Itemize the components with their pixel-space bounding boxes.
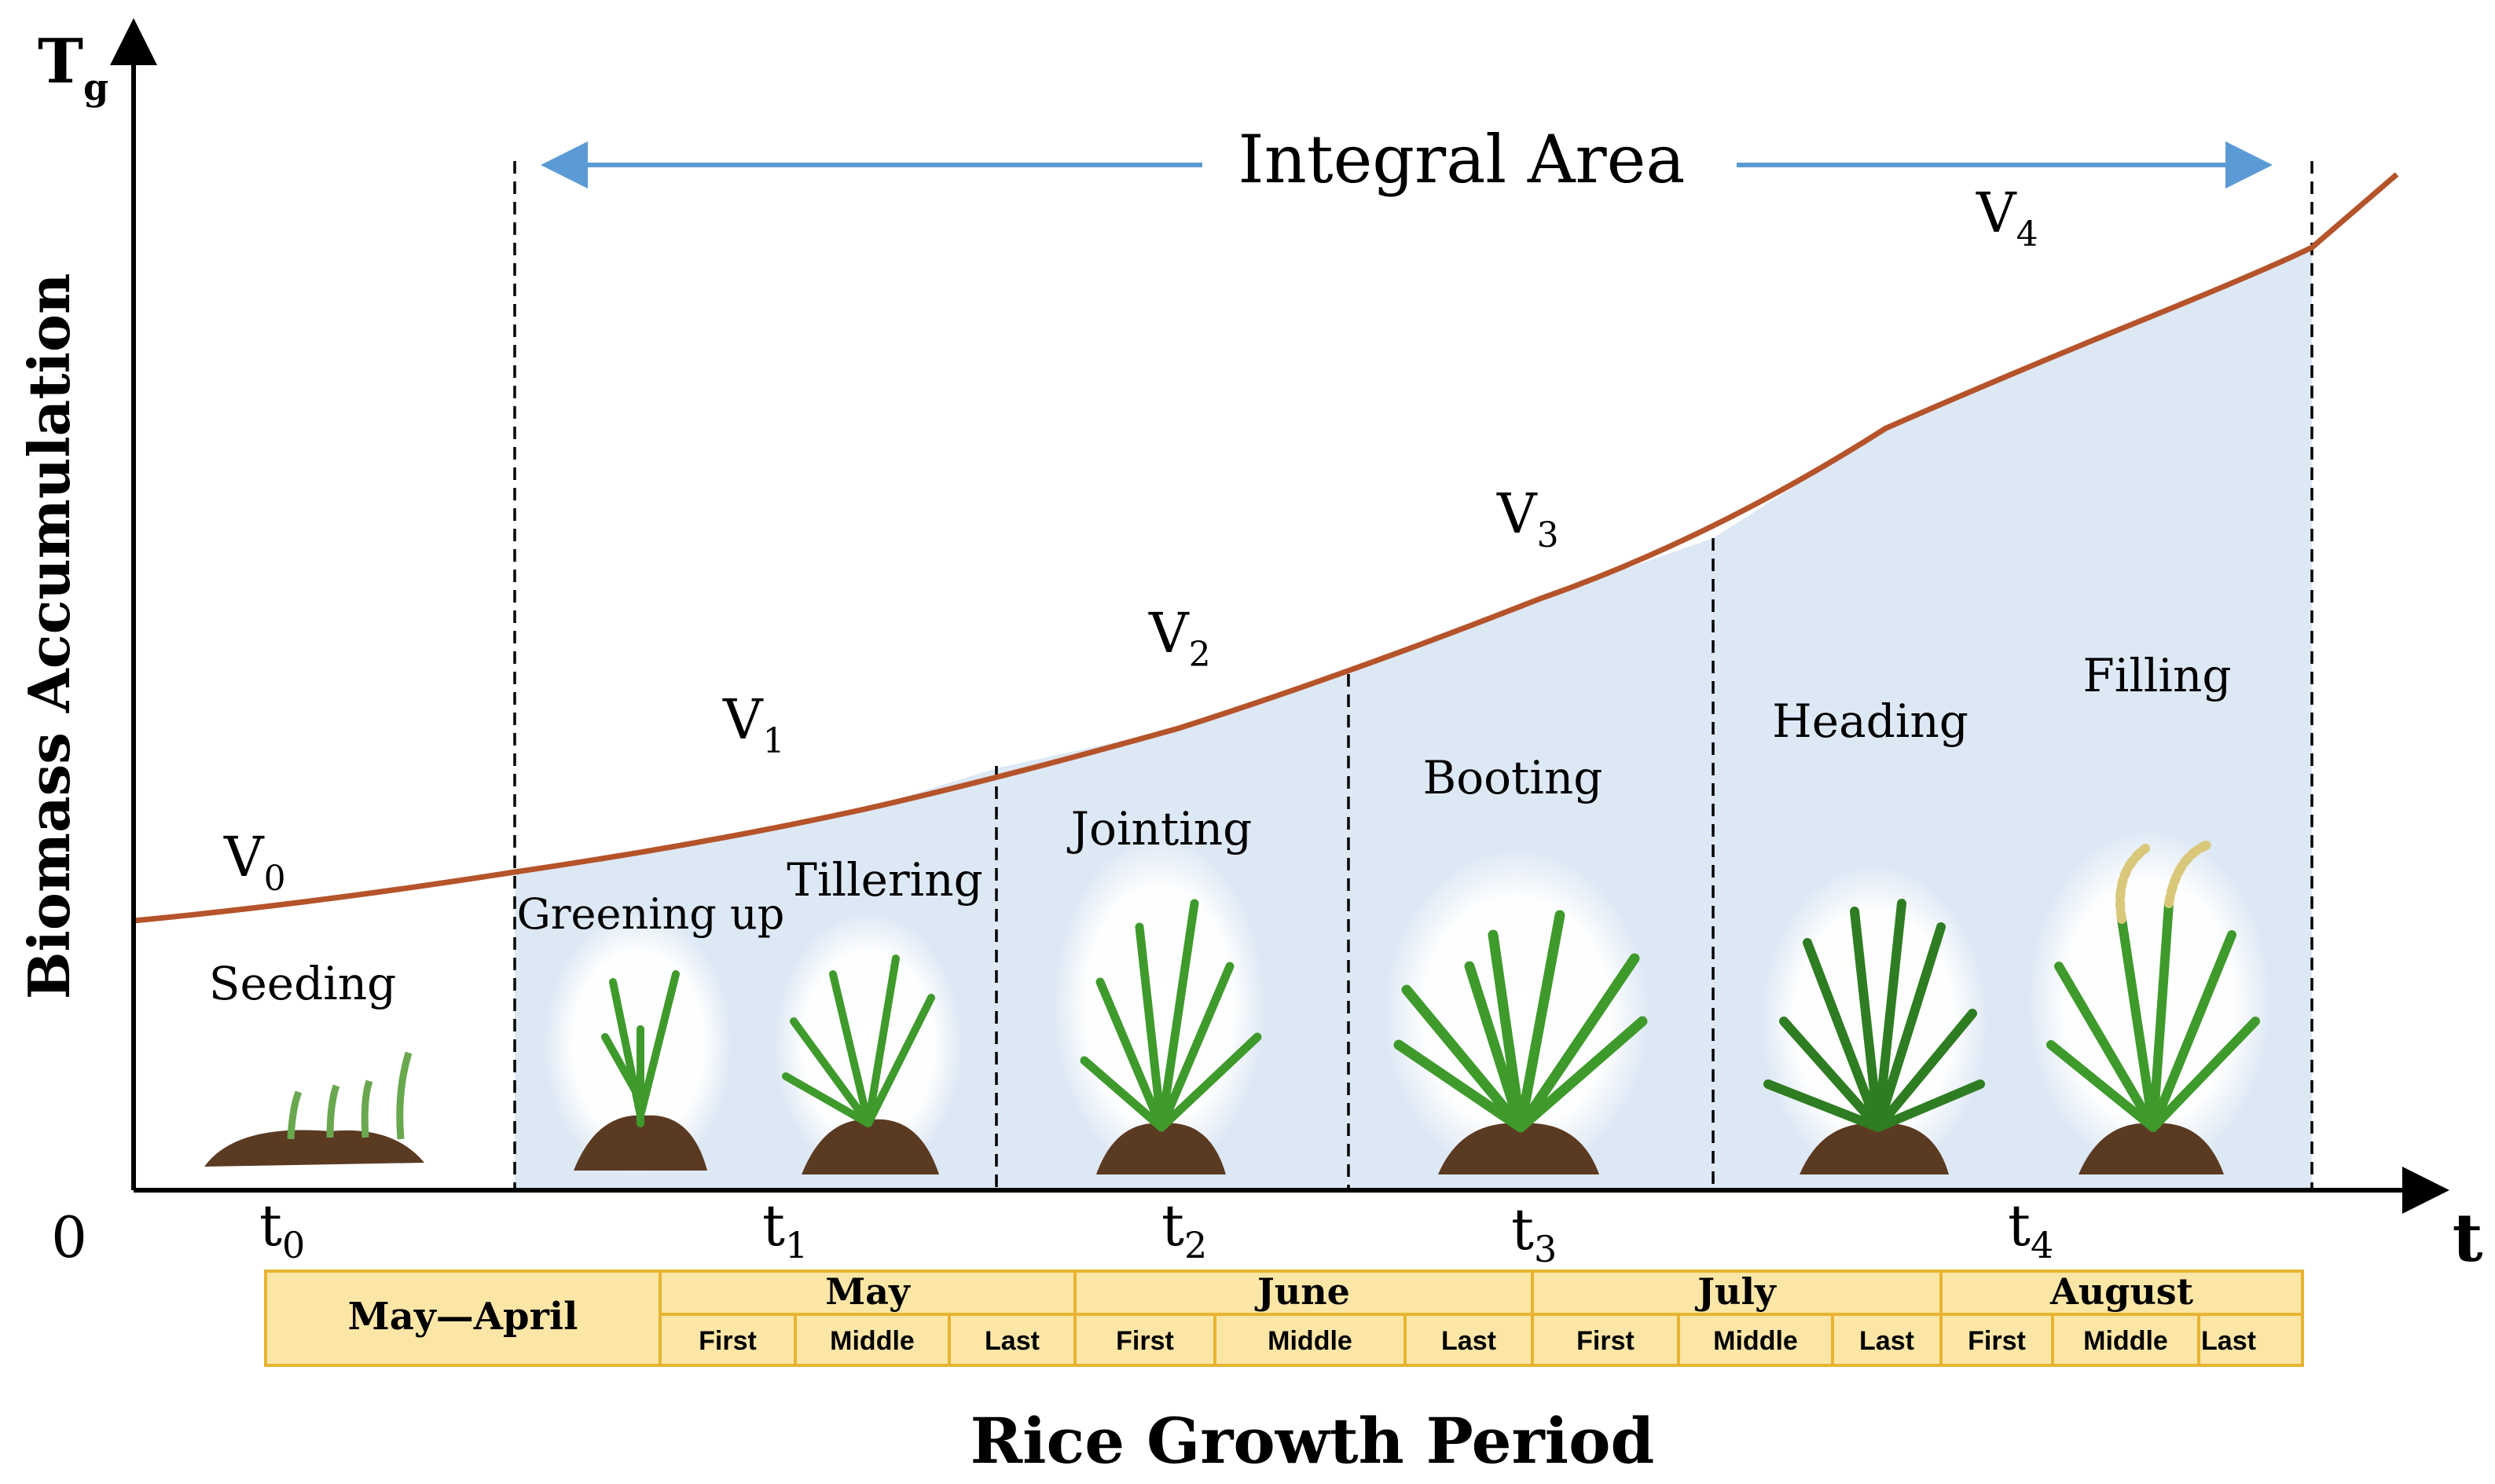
rice-plant-greening-icon <box>574 970 707 1171</box>
rice-plant-filling-icon <box>2046 840 2260 1174</box>
calendar-july-middle-label: Middle <box>1713 1326 1798 1356</box>
calendar-month-may <box>659 1270 1077 1316</box>
calendar-july-last-label: Last <box>1859 1326 1914 1356</box>
calendar-first-cell-label: May—April <box>348 1295 578 1339</box>
calendar-month-august-label: August <box>2049 1270 2194 1313</box>
calendar-june-first <box>1073 1313 1216 1367</box>
time-marker-t4: t4 <box>2008 1193 2053 1266</box>
origin-label: 0 <box>51 1204 87 1270</box>
time-marker-t0: t0 <box>259 1193 305 1266</box>
calendar-august-first-label: First <box>1968 1326 2026 1356</box>
calendar-august-last <box>2197 1313 2304 1367</box>
calendar-june-last-label: Last <box>1441 1326 1496 1356</box>
stage-label-greening-up: Greening up <box>517 889 785 939</box>
calendar-august-middle-label: Middle <box>2083 1326 2168 1356</box>
rice-plant-booting-icon <box>1393 910 1648 1174</box>
y-axis-label: Biomass Accumulation <box>16 273 83 1000</box>
calendar-month-june-label: June <box>1254 1270 1350 1313</box>
calendar-june-first-label: First <box>1116 1326 1174 1356</box>
stage-label-booting: Booting <box>1423 751 1603 804</box>
calendar-may-first-label: First <box>699 1326 757 1356</box>
plant-glow-filling <box>2027 829 2271 1174</box>
calendar-june-middle <box>1213 1313 1407 1367</box>
stage-label-filling: Filling <box>2083 649 2232 702</box>
calendar-table <box>264 1270 2304 1367</box>
curve-label-v3: V3 <box>1496 482 1559 555</box>
stage-label-seeding: Seeding <box>209 957 397 1010</box>
x-axis-title: Rice Growth Period <box>970 1404 1655 1478</box>
curve-label-v2: V2 <box>1148 601 1211 675</box>
plant-glow-jointing <box>1053 837 1265 1174</box>
calendar-august-last-label: Last <box>2201 1326 2256 1356</box>
integral-area-label: Integral Area <box>1238 121 1686 198</box>
seedling-icon <box>204 1051 424 1167</box>
curve-label-v1: V1 <box>722 687 785 761</box>
rice-plant-heading-icon <box>1763 899 1985 1174</box>
plant-glow-tillering <box>774 911 963 1178</box>
calendar-may-middle <box>794 1313 951 1367</box>
stage-label-tillering: Tillering <box>787 853 982 907</box>
calendar-month-july-label: July <box>1694 1270 1777 1313</box>
calendar-july-first <box>1531 1313 1680 1367</box>
calendar-june-middle-label: Middle <box>1268 1326 1352 1356</box>
calendar-month-may-label: May <box>825 1270 911 1313</box>
stage-label-heading: Heading <box>1772 694 1968 748</box>
calendar-july-middle <box>1677 1313 1834 1367</box>
plant-glow-booting <box>1383 848 1650 1178</box>
calendar-july-last <box>1831 1313 1943 1367</box>
x-axis-symbol: t <box>2453 1199 2483 1277</box>
biomass-curve <box>133 172 2399 924</box>
time-marker-t3: t3 <box>1511 1196 1557 1270</box>
stage-label-jointing: Jointing <box>1067 802 1252 856</box>
rice-plant-tillering-icon <box>782 955 939 1174</box>
calendar-july-first-label: First <box>1576 1326 1635 1356</box>
rice-plant-jointing-icon <box>1080 899 1262 1174</box>
time-marker-t1: t1 <box>762 1193 808 1266</box>
curve-label-v0: V0 <box>223 825 286 899</box>
calendar-may-last-label: Last <box>985 1326 1040 1356</box>
time-marker-t2: t2 <box>1161 1193 1207 1266</box>
calendar-may-first <box>659 1313 797 1367</box>
curve-label-v4: V4 <box>1976 181 2038 255</box>
y-axis-symbol: Tg <box>38 26 108 108</box>
calendar-may-middle-label: Middle <box>830 1326 915 1356</box>
